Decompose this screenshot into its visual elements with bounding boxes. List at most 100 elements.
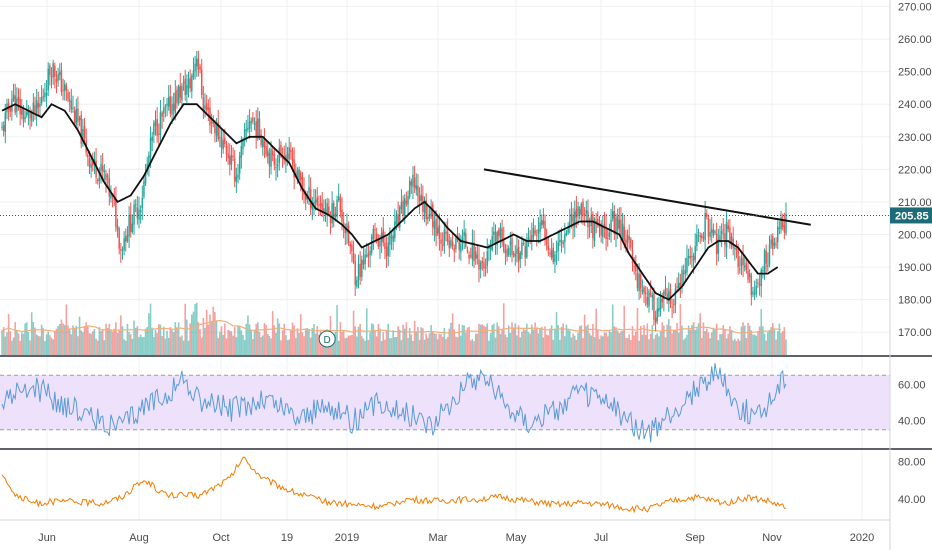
- volume-bar: [473, 341, 475, 355]
- volume-bar: [2, 327, 5, 355]
- price-tick-label: 260.00: [898, 34, 932, 46]
- volume-bar: [285, 335, 287, 355]
- volume-bar: [722, 325, 725, 355]
- candle-body: [75, 108, 78, 125]
- volume-bar: [187, 340, 190, 355]
- volume-bar: [377, 323, 380, 355]
- volume-bar: [21, 332, 23, 355]
- volume-bar: [621, 330, 624, 355]
- volume-bar: [762, 326, 764, 355]
- candle-body: [602, 226, 604, 237]
- volume-bar: [531, 324, 533, 355]
- candle-body: [227, 154, 229, 159]
- dividend-markers[interactable]: DD: [318, 330, 932, 348]
- volume-bar: [174, 322, 177, 355]
- volume-bar: [666, 324, 668, 355]
- price-tick-label: 180.00: [898, 295, 932, 307]
- volume-bar: [668, 319, 670, 355]
- volume-bar: [767, 332, 769, 355]
- candle-body: [90, 164, 92, 168]
- volume-bar: [91, 331, 94, 355]
- candle-body: [707, 218, 710, 237]
- candle-body: [773, 242, 776, 246]
- volume-bar: [506, 337, 508, 355]
- trendline-layer[interactable]: [483, 168, 811, 226]
- volume-bar: [730, 330, 733, 355]
- candle-body: [347, 225, 350, 244]
- time-axis[interactable]: Jun Aug Oct 19 2019 Mar May Jul Sep Nov 2020: [38, 532, 874, 544]
- volume-bar: [699, 313, 701, 355]
- volume-bar: [466, 327, 469, 355]
- candle-body: [413, 177, 416, 188]
- volume-bar: [397, 326, 399, 355]
- volume-bar: [148, 313, 150, 355]
- price-panel[interactable]: [1, 50, 787, 332]
- candle-body: [245, 129, 248, 131]
- candle-body: [717, 239, 720, 254]
- volume-bar: [420, 327, 423, 355]
- volume-bar: [771, 323, 774, 355]
- volume-bar: [214, 312, 216, 355]
- volume-bar: [453, 329, 456, 355]
- volume-bar: [539, 328, 541, 355]
- volume-bar: [643, 324, 645, 355]
- candle-body: [149, 137, 152, 158]
- volume-bar: [651, 325, 654, 355]
- candle-body: [727, 225, 729, 230]
- volume-bar: [106, 327, 109, 355]
- candle-body: [200, 69, 203, 96]
- volume-bar: [341, 332, 343, 355]
- candle-body: [65, 85, 68, 91]
- price-axis[interactable]: 170.00 180.00 190.00 200.00 210.00 220.00 230.…: [898, 2, 932, 507]
- volume-bar: [430, 325, 432, 355]
- rsi-panel[interactable]: [0, 363, 890, 443]
- volume-bar: [131, 338, 134, 355]
- volume-bar: [379, 328, 381, 355]
- candle-body: [319, 202, 322, 207]
- volume-bar: [456, 337, 459, 355]
- candle-body: [34, 105, 36, 114]
- volume-bar: [765, 340, 767, 355]
- volume-bar: [478, 323, 480, 355]
- volume-bar: [146, 326, 149, 355]
- candle-body: [681, 269, 683, 287]
- volume-bar: [215, 321, 218, 355]
- volume-bar: [489, 333, 492, 355]
- candle-body: [592, 214, 594, 239]
- candle-body: [375, 233, 378, 241]
- candle-body: [618, 219, 621, 229]
- volume-bar: [176, 327, 178, 355]
- candle-body: [478, 259, 480, 270]
- volume-bar: [230, 331, 233, 355]
- candle-body: [572, 216, 574, 227]
- candle-body: [154, 120, 157, 126]
- volume-bar: [610, 332, 612, 355]
- volume-bar: [511, 322, 513, 355]
- candle-body: [479, 262, 482, 270]
- candle-body: [775, 243, 777, 245]
- candle-body: [197, 58, 200, 70]
- candle-body: [615, 217, 617, 235]
- volume-bar: [568, 330, 571, 355]
- oscillator-panel[interactable]: [1, 456, 787, 514]
- volume-bar: [540, 326, 543, 355]
- volume-bar: [532, 329, 535, 355]
- candle-body: [461, 237, 464, 244]
- volume-bar: [62, 323, 64, 355]
- volume-bar: [75, 325, 78, 355]
- oscillator-line: [1, 456, 787, 514]
- candle-body: [68, 99, 71, 102]
- volume-bar: [493, 323, 495, 355]
- candle-body: [770, 239, 772, 245]
- volume-bar: [735, 341, 738, 355]
- volume-bar: [498, 326, 500, 355]
- volume-bar: [212, 306, 215, 355]
- volume-bar: [631, 326, 634, 355]
- candle-body: [390, 236, 393, 239]
- volume-bar: [22, 333, 25, 355]
- candle-body: [780, 216, 782, 230]
- candle-body: [433, 221, 436, 229]
- candle-body: [489, 247, 492, 250]
- candle-body: [224, 137, 226, 145]
